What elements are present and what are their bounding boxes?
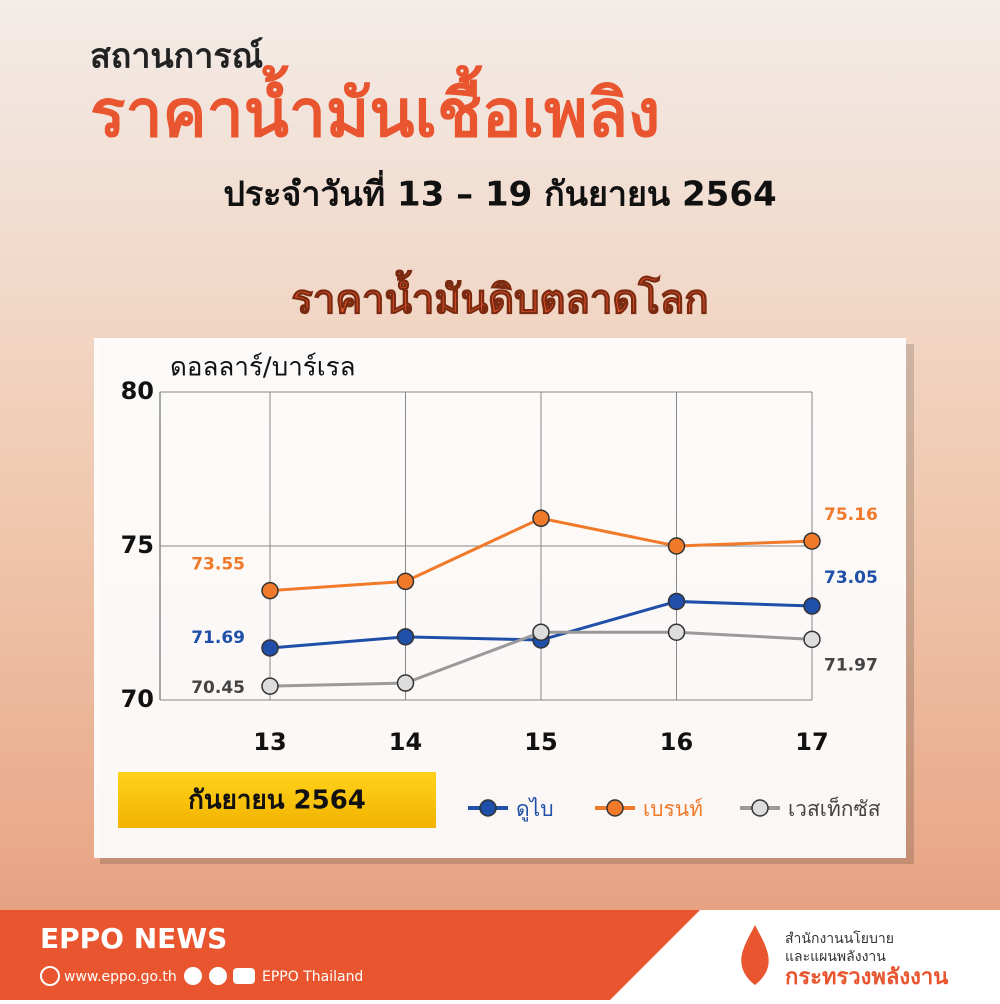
org-line1: สำนักงานนโยบาย xyxy=(785,930,894,947)
legend-marker xyxy=(606,799,624,817)
x-tick-label: 14 xyxy=(389,728,422,756)
data-point xyxy=(261,581,279,600)
x-tick-label: 15 xyxy=(524,728,557,756)
section-title: ราคาน้ำมันดิบตลาดโลก xyxy=(291,270,708,323)
data-point xyxy=(396,572,415,591)
x-axis-label: กันยายน 2564 xyxy=(188,786,366,816)
y-axis-label: ดอลลาร์/บาร์เรล xyxy=(170,353,356,383)
plot: 70 75 80 13 14 15 16 17 71.69 73.05 ดูไบ 73.55 75.16… xyxy=(121,377,881,822)
data-label: 71.69 xyxy=(191,628,245,648)
chart-panel xyxy=(94,338,906,858)
ministry-logo xyxy=(741,925,769,985)
org-line2: และแผนพลังงาน xyxy=(785,949,886,965)
y-tick-label: 75 xyxy=(121,531,154,559)
youtube-icon[interactable] xyxy=(233,968,255,984)
legend-label: เวสเท็กซัส xyxy=(788,795,881,821)
footer-website[interactable]: www.eppo.go.th xyxy=(64,969,177,985)
data-point xyxy=(803,630,821,649)
data-label: 73.05 xyxy=(824,568,878,588)
y-tick-label: 80 xyxy=(121,377,154,405)
data-point xyxy=(396,674,415,692)
data-point xyxy=(667,592,686,611)
twitter-icon[interactable] xyxy=(209,967,227,985)
data-label: 75.16 xyxy=(824,505,878,525)
data-point xyxy=(803,597,821,615)
title: ราคาน้ำมันเชื้อเพลิง xyxy=(90,64,660,152)
legend-marker xyxy=(479,799,497,817)
data-point xyxy=(532,509,550,528)
data-point xyxy=(532,623,550,641)
legend-marker xyxy=(751,799,769,817)
y-tick-label: 70 xyxy=(121,685,154,713)
subtitle: ประจำวันที่ 13 – 19 กันยายน 2564 xyxy=(223,170,776,215)
legend-label: เบรนท์ xyxy=(643,797,703,821)
ministry-name: กระทรวงพลังงาน xyxy=(785,965,948,990)
data-point xyxy=(803,532,821,550)
data-point xyxy=(261,677,279,695)
data-label: 71.97 xyxy=(824,655,878,675)
globe-icon xyxy=(40,966,60,986)
footer-brand: EPPO NEWS xyxy=(40,922,227,955)
data-label: 73.55 xyxy=(191,555,245,575)
facebook-icon[interactable] xyxy=(184,967,202,985)
kicker: สถานการณ์ xyxy=(90,37,263,77)
x-label-box xyxy=(118,772,436,828)
data-point xyxy=(396,628,415,646)
x-tick-label: 13 xyxy=(253,728,286,756)
footer-social: EPPO Thailand xyxy=(262,969,363,985)
data-label: 70.45 xyxy=(191,678,245,698)
footer-logo-area xyxy=(610,910,1000,1000)
x-tick-label: 16 xyxy=(660,728,693,756)
legend-label: ดูไบ xyxy=(516,797,554,822)
data-point xyxy=(667,537,686,555)
x-tick-label: 17 xyxy=(795,728,828,756)
data-point xyxy=(667,623,686,641)
data-point xyxy=(261,639,279,657)
